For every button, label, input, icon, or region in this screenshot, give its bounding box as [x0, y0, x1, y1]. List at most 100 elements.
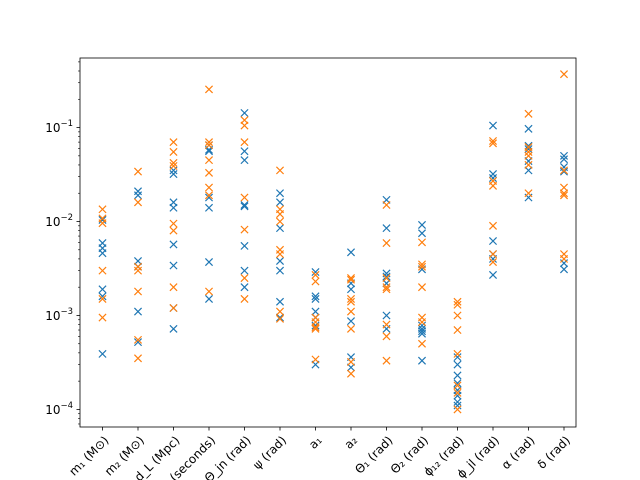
data-point	[559, 189, 569, 198]
data-point	[382, 224, 391, 233]
data-point	[240, 121, 249, 130]
data-point	[275, 224, 285, 233]
data-point	[559, 151, 569, 160]
data-point	[382, 356, 391, 365]
data-point	[559, 265, 569, 274]
data-point	[204, 85, 214, 94]
data-point	[275, 256, 285, 266]
data-point	[98, 285, 107, 294]
data-point	[275, 198, 285, 207]
data-point	[346, 248, 356, 257]
data-point	[453, 401, 462, 410]
y-tick-base: 10	[45, 309, 60, 323]
y-tick-exponent: −1	[60, 119, 73, 129]
data-point	[453, 325, 462, 335]
data-point	[346, 285, 356, 294]
plot-area	[98, 70, 569, 414]
data-point	[133, 198, 143, 207]
data-point	[453, 379, 462, 388]
data-point	[169, 203, 178, 212]
data-point	[453, 397, 462, 407]
data-point	[382, 272, 391, 281]
data-point	[204, 287, 214, 296]
data-point	[559, 167, 569, 176]
y-tick-label: 10−2	[45, 213, 73, 229]
data-point	[275, 314, 285, 323]
data-point	[417, 238, 427, 247]
data-point	[240, 274, 249, 283]
series-orange	[98, 70, 569, 414]
data-point	[488, 250, 498, 259]
y-tick-label: 10−3	[45, 307, 73, 323]
data-point	[98, 349, 107, 358]
data-point	[240, 266, 249, 275]
y-tick-exponent: −2	[60, 213, 73, 223]
data-point	[98, 215, 107, 224]
data-point	[559, 166, 569, 175]
y-tick-label: 10−4	[45, 401, 73, 417]
data-point	[98, 294, 107, 303]
data-point	[240, 283, 249, 292]
data-point	[311, 270, 320, 279]
data-point	[240, 108, 249, 117]
data-point	[453, 360, 462, 369]
data-point	[204, 156, 214, 165]
data-point	[346, 369, 356, 378]
data-point	[453, 391, 462, 400]
data-point	[488, 136, 498, 145]
data-point	[488, 181, 498, 190]
data-point	[311, 355, 320, 364]
data-point	[453, 300, 462, 309]
y-tick-exponent: −3	[60, 307, 73, 317]
data-point	[524, 141, 533, 150]
data-point	[524, 124, 533, 133]
data-point	[275, 166, 285, 175]
data-point	[382, 332, 391, 341]
data-point	[488, 258, 498, 267]
data-point	[169, 283, 178, 292]
data-point	[417, 356, 427, 365]
data-point	[453, 388, 462, 397]
data-point	[133, 262, 143, 271]
data-point	[204, 141, 214, 150]
data-point	[311, 267, 320, 277]
data-point	[311, 321, 320, 330]
data-point	[204, 193, 214, 202]
data-point	[169, 147, 178, 156]
data-point	[346, 357, 356, 366]
data-point	[559, 254, 569, 263]
data-point	[311, 324, 320, 333]
data-point	[98, 313, 107, 322]
data-point	[311, 323, 320, 332]
data-point	[275, 297, 285, 306]
data-point	[559, 70, 569, 79]
data-point	[311, 294, 320, 303]
data-point	[133, 287, 143, 296]
data-point	[488, 121, 498, 130]
y-axis: 10−410−310−210−1	[45, 61, 80, 425]
y-tick-base: 10	[45, 403, 60, 417]
data-point	[133, 256, 143, 266]
data-point	[169, 219, 178, 228]
data-point	[453, 349, 462, 358]
data-point	[204, 183, 214, 192]
data-point	[204, 168, 214, 177]
data-point	[133, 167, 143, 176]
data-point	[417, 229, 427, 238]
y-tick-label: 10−1	[45, 119, 73, 135]
series-blue	[98, 108, 569, 410]
data-point	[133, 307, 143, 316]
data-point	[524, 160, 533, 169]
data-point	[240, 225, 249, 234]
data-point	[133, 338, 143, 347]
data-point	[453, 381, 462, 390]
data-point	[346, 324, 356, 333]
data-point	[204, 258, 214, 267]
data-point	[133, 266, 143, 275]
data-point	[204, 147, 214, 156]
data-point	[488, 236, 498, 246]
data-point	[524, 109, 533, 118]
y-tick-base: 10	[45, 215, 60, 229]
